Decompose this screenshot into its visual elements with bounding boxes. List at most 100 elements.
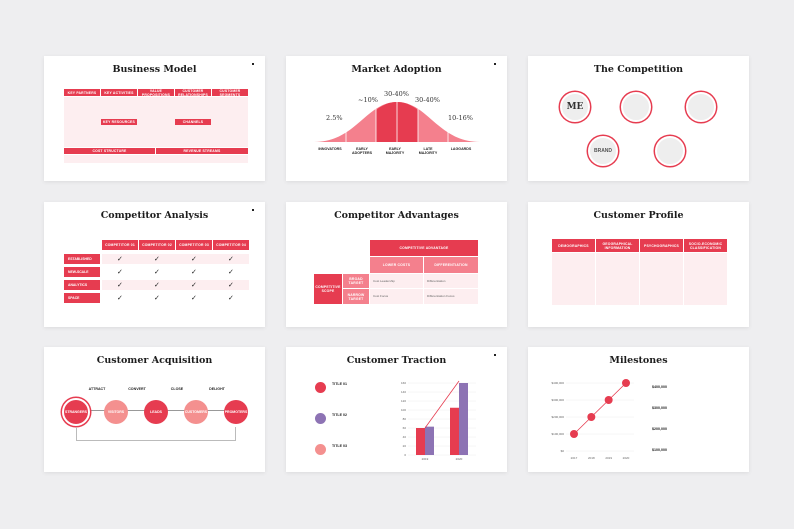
row-header: SPACE xyxy=(64,293,100,303)
canvas-bottom xyxy=(64,155,248,163)
slide-business-model[interactable]: Business Model KEY PARTNERS KEY ACTIVITI… xyxy=(44,56,265,181)
header-narrow-target: NARROW TARGET xyxy=(343,289,369,304)
trend-line xyxy=(424,380,460,429)
milestone-point xyxy=(622,379,630,387)
slide-title: Competitor Advantages xyxy=(334,210,459,221)
percent-early-adopters: ~10% xyxy=(358,96,378,104)
percent-laggards: 10-16% xyxy=(448,114,473,122)
slide-competitor-advantages[interactable]: Competitor Advantages COMPETITIVE ADVANT… xyxy=(286,202,507,327)
stage-late-majority: LATE MAJORITY xyxy=(418,147,438,155)
canvas-body xyxy=(64,97,248,147)
y-tick-label: 40 xyxy=(403,435,407,439)
competitor-logo-circle: ME xyxy=(560,92,590,122)
slide-title: Customer Traction xyxy=(346,355,447,366)
y-tick-label: 120 xyxy=(401,399,406,403)
slide-marker xyxy=(494,354,496,356)
stage-strangers: STRANGERS xyxy=(62,398,90,426)
header-demographics: DEMOGRAPHICS xyxy=(552,239,595,252)
header-lower-costs: LOWER COSTS xyxy=(370,257,423,273)
phase-delight: DELIGHT xyxy=(209,387,225,391)
check-icon: ✓ xyxy=(228,268,234,276)
column-header: COMPETITOR 03 xyxy=(176,240,212,250)
stage-early-majority: EARLY MAJORITY xyxy=(385,147,405,155)
slide-customer-traction[interactable]: Customer Traction TITLE 01 TITLE 02 TITL… xyxy=(286,347,507,472)
item-title: TITLE 01 xyxy=(332,382,347,386)
check-icon: ✓ xyxy=(154,255,160,263)
item-title: TITLE 02 xyxy=(332,413,347,417)
stage-leads: LEADS xyxy=(144,400,168,424)
check-icon: ✓ xyxy=(191,268,197,276)
slide-competitor-analysis[interactable]: Competitor Analysis COMPETITOR 01 COMPET… xyxy=(44,202,265,327)
y-tick-label: 80 xyxy=(403,417,407,421)
stage-early-adopters: EARLY ADOPTERS xyxy=(352,147,372,155)
check-icon: ✓ xyxy=(191,294,197,302)
header-psychographics: PSYCHOGRAPHICS xyxy=(640,239,683,252)
header-value-propositions: VALUE PROPOSITIONS xyxy=(138,89,174,97)
header-key-partners: KEY PARTNERS xyxy=(64,89,100,96)
stage-visitors: VISITORS xyxy=(104,400,128,424)
milestone-line xyxy=(573,382,627,435)
item-icon xyxy=(315,382,326,393)
header-customer-relationships: CUSTOMER RELATIONSHIPS xyxy=(175,89,211,97)
y-tick-label: 160 xyxy=(401,381,406,385)
header-broad-target: BROAD TARGET xyxy=(343,274,369,288)
profile-column xyxy=(596,253,639,305)
check-icon: ✓ xyxy=(191,281,197,289)
header-geographical-information: GEOGRAPHICAL INFORMATION xyxy=(596,239,639,252)
header-competitive-advantage: COMPETITIVE ADVANTAGE xyxy=(370,240,478,256)
header-key-activities: KEY ACTIVITIES xyxy=(101,89,137,96)
percent-innovators: 2.5% xyxy=(326,114,343,122)
phase-close: CLOSE xyxy=(170,387,184,391)
y-tick-label: 140 xyxy=(401,390,406,394)
milestone-point xyxy=(604,396,613,404)
x-tick-label: 2020 xyxy=(456,457,463,461)
y-tick-label: 20 xyxy=(403,444,407,448)
profile-column xyxy=(640,253,683,305)
cell-cost-focus: Cost Focus xyxy=(370,289,423,304)
header-socio-economic: SOCIO-ECONOMIC CLASSIFICATION xyxy=(684,239,727,252)
slide-market-adoption[interactable]: Market Adoption 2.5% ~10% 30-40% 30-40% … xyxy=(286,56,507,181)
check-icon: ✓ xyxy=(228,255,234,263)
y-tick-label: 100 xyxy=(401,408,406,412)
header-differentiation: DIFFERENTIATION xyxy=(424,257,478,273)
milestone-line-chart: $0 $100,000 $200,000 $300,000 $400,000 2017 20… xyxy=(551,379,634,460)
slide-customer-acquisition[interactable]: Customer Acquisition ATTRACT CONVERT CLO… xyxy=(44,347,265,472)
slide-title: Customer Acquisition xyxy=(96,355,213,366)
slide-marker xyxy=(494,63,496,65)
check-icon: ✓ xyxy=(154,294,160,302)
bar xyxy=(459,383,468,455)
header-channels: CHANNELS xyxy=(175,119,211,125)
milestone-point xyxy=(570,430,578,438)
slide-title: Milestones xyxy=(609,355,668,366)
x-tick-label: 2018 xyxy=(588,456,595,460)
slide-customer-profile[interactable]: Customer Profile DEMOGRAPHICS GEOGRAPHIC… xyxy=(528,202,749,327)
slide-milestones[interactable]: Milestones $0 $100,000 $200,000 $300,000 $40… xyxy=(528,347,749,472)
column-header: COMPETITOR 02 xyxy=(139,240,175,250)
check-icon: ✓ xyxy=(228,294,234,302)
slide-title: Market Adoption xyxy=(351,64,442,75)
slide-the-competition[interactable]: The Competition ME BRAND xyxy=(528,56,749,181)
slide-title: The Competition xyxy=(593,64,684,75)
x-tick-label: 2017 xyxy=(571,456,578,460)
y-tick-label: $0 xyxy=(561,449,565,453)
competitor-logo-text: ME xyxy=(566,102,584,112)
milestone-value: $300,000 xyxy=(652,406,667,410)
stage-laggards: LAGGARDS xyxy=(450,147,472,151)
competitor-logo-text: BRAND xyxy=(593,148,613,154)
cell-cost-leadership: Cost Leadership xyxy=(370,274,423,288)
y-tick-label: 0 xyxy=(404,453,406,457)
slide-marker xyxy=(252,63,254,65)
row-header: ANALYTICS xyxy=(64,280,100,290)
stage-label: LEADS xyxy=(150,410,162,414)
competitor-logo-circle xyxy=(655,136,685,166)
slide-title: Customer Profile xyxy=(593,210,684,221)
y-tick-label: $100,000 xyxy=(551,432,564,436)
row-header: NEW-SCALE xyxy=(64,267,100,277)
stage-innovators: INNOVATORS xyxy=(318,147,342,151)
bar xyxy=(416,428,425,455)
stage-label: CUSTOMERS xyxy=(184,410,208,414)
check-icon: ✓ xyxy=(117,255,123,263)
milestone-value: $100,000 xyxy=(652,448,667,452)
header-cost-structure: COST STRUCTURE xyxy=(64,148,155,154)
check-icon: ✓ xyxy=(154,281,160,289)
